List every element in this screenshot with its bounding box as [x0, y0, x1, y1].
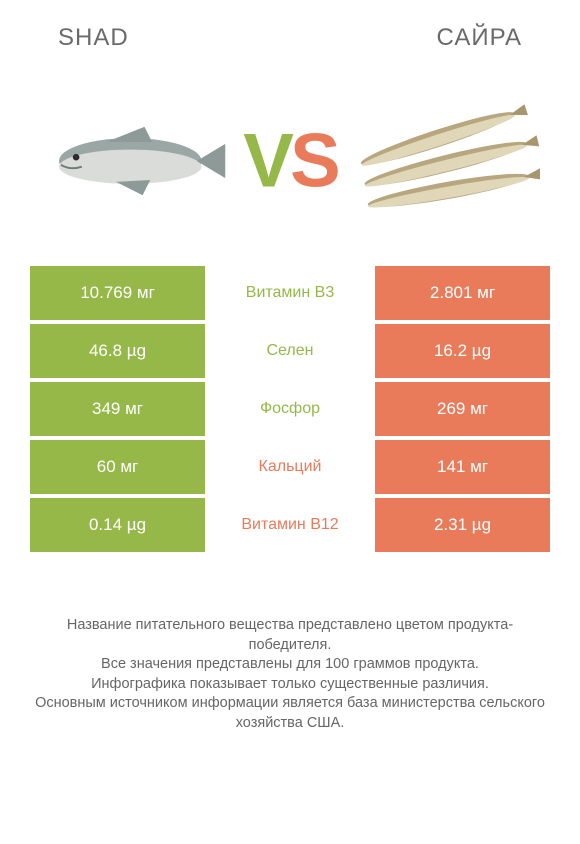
vs-v: V [243, 119, 290, 204]
right-value-cell: 269 мг [375, 382, 550, 436]
left-value-cell: 0.14 µg [30, 498, 205, 552]
saury-fish-icon [350, 86, 540, 236]
left-product-title: Shad [58, 24, 129, 52]
right-value-cell: 16.2 µg [375, 324, 550, 378]
footer-line-1: Название питательного вещества представл… [30, 616, 550, 655]
right-value-cell: 2.31 µg [375, 498, 550, 552]
images-row: VS [0, 56, 580, 266]
nutrient-row: 46.8 µgСелен16.2 µg [30, 324, 550, 378]
nutrient-row: 349 мгФосфор269 мг [30, 382, 550, 436]
nutrient-table: 10.769 мгВитамин B32.801 мг46.8 µgСелен1… [0, 266, 580, 552]
left-product-image [40, 86, 230, 236]
right-product-image [350, 86, 540, 236]
nutrient-name-cell: Фосфор [205, 382, 375, 436]
nutrient-name-cell: Витамин B3 [205, 266, 375, 320]
left-value-cell: 46.8 µg [30, 324, 205, 378]
left-value-cell: 60 мг [30, 440, 205, 494]
nutrient-row: 60 мгКальций141 мг [30, 440, 550, 494]
footer-line-4: Основным источником информации является … [30, 694, 550, 733]
footer-line-3: Инфографика показывает только существенн… [30, 675, 550, 695]
left-value-cell: 349 мг [30, 382, 205, 436]
footer-notes: Название питательного вещества представл… [0, 556, 580, 733]
shad-fish-icon [40, 86, 230, 236]
nutrient-row: 10.769 мгВитамин B32.801 мг [30, 266, 550, 320]
right-value-cell: 141 мг [375, 440, 550, 494]
vs-label: VS [243, 118, 336, 205]
right-value-cell: 2.801 мг [375, 266, 550, 320]
nutrient-row: 0.14 µgВитамин B122.31 µg [30, 498, 550, 552]
right-product-title: Сайра [437, 24, 522, 52]
left-value-cell: 10.769 мг [30, 266, 205, 320]
nutrient-name-cell: Витамин B12 [205, 498, 375, 552]
nutrient-name-cell: Кальций [205, 440, 375, 494]
footer-line-2: Все значения представлены для 100 граммо… [30, 655, 550, 675]
header: Shad Сайра [0, 0, 580, 56]
nutrient-name-cell: Селен [205, 324, 375, 378]
vs-s: S [290, 119, 337, 204]
